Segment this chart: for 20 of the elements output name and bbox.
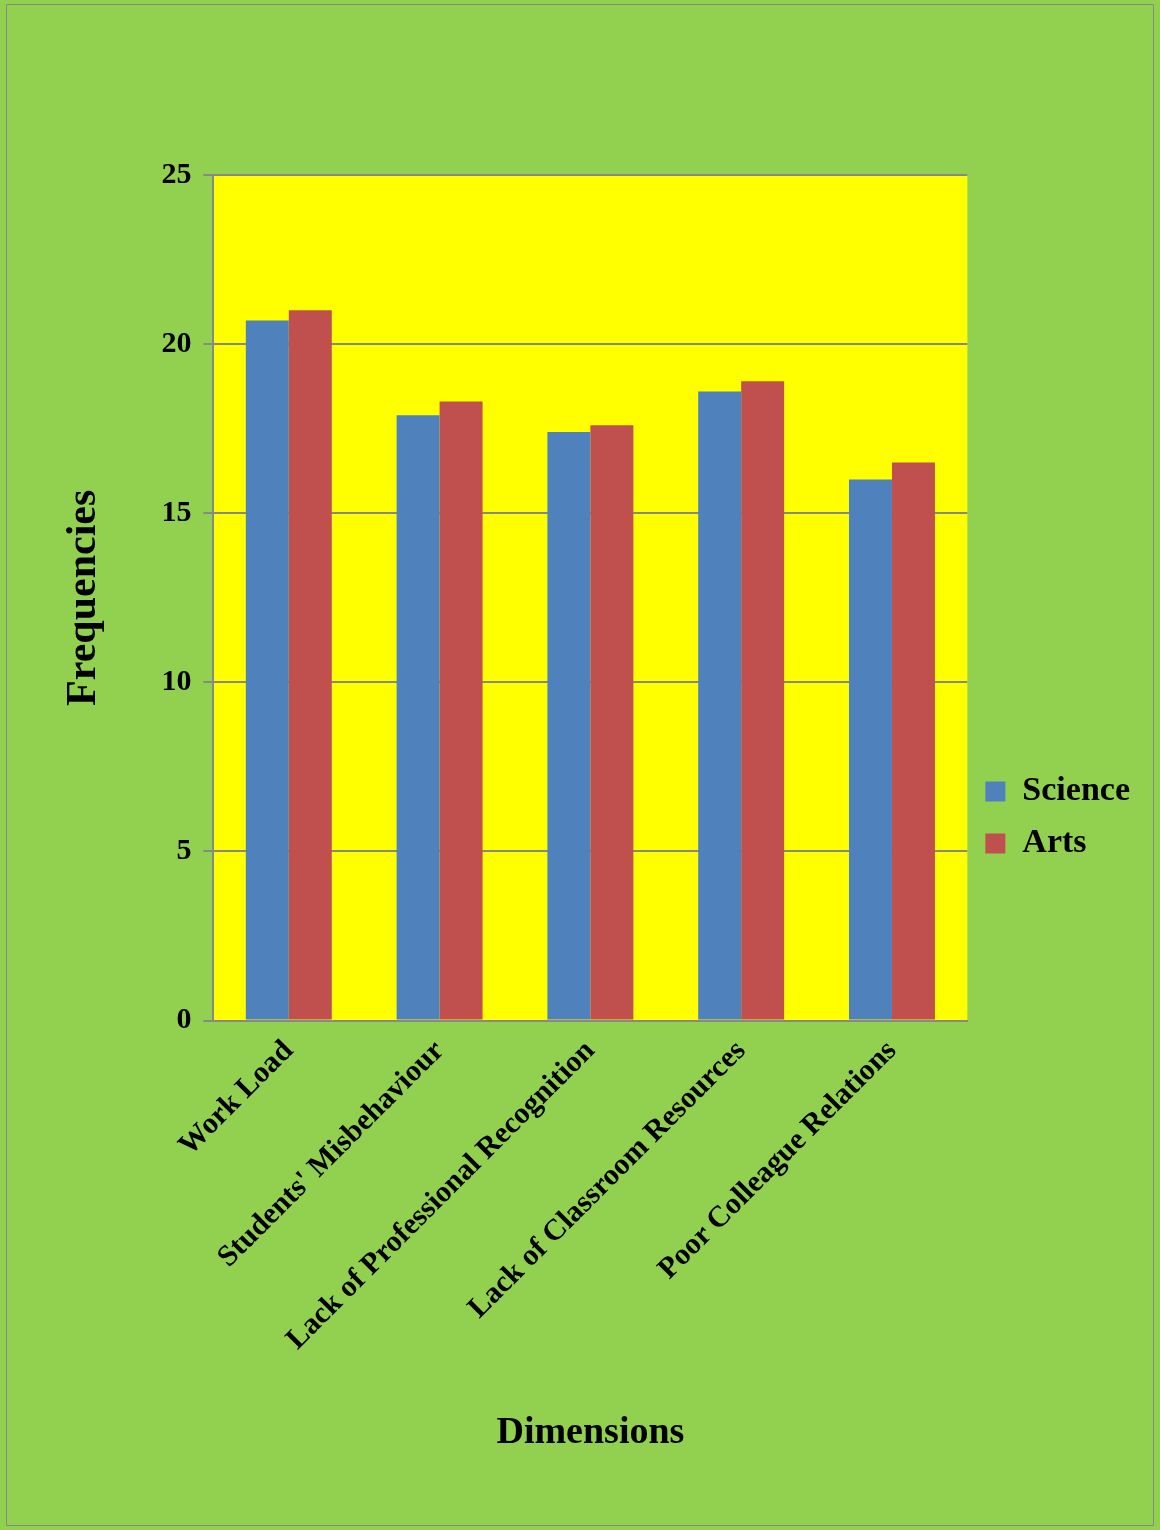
y-tick-label: 25 (161, 155, 192, 189)
legend-label: Science (1022, 770, 1131, 808)
bar (439, 401, 483, 1020)
bar (245, 320, 289, 1020)
y-tick-label: 10 (161, 663, 192, 697)
x-axis-title: Dimensions (496, 1409, 685, 1452)
bar (698, 391, 742, 1020)
y-axis-title: Frequencies (58, 489, 105, 706)
bar (741, 381, 785, 1020)
y-tick-label: 5 (176, 832, 192, 866)
bar (288, 310, 332, 1020)
bar (849, 479, 892, 1020)
bar (590, 425, 634, 1020)
legend-label: Arts (1022, 822, 1087, 860)
bar (891, 462, 935, 1020)
bar (547, 432, 591, 1020)
y-tick-label: 20 (161, 324, 192, 358)
y-tick-label: 0 (176, 1001, 192, 1035)
y-tick-label: 15 (161, 493, 192, 527)
bar (396, 415, 440, 1020)
